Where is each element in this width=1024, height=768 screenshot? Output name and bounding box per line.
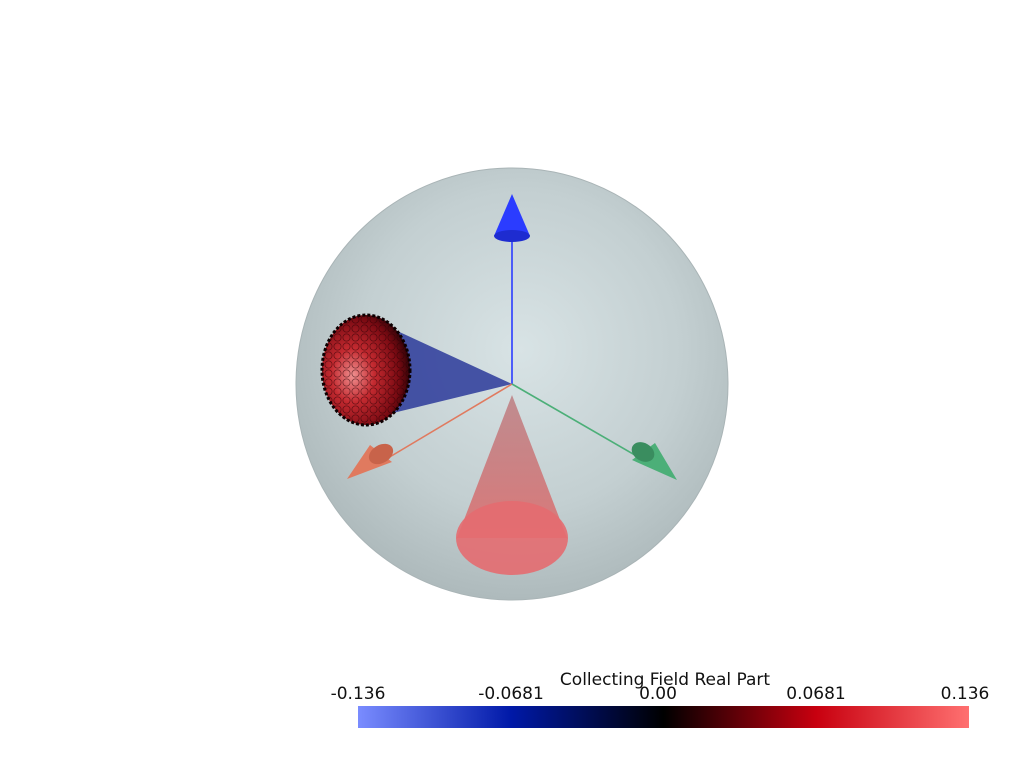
colorbar-tick: 0.0681 [786, 684, 846, 704]
x-axis-arrow-icon [347, 443, 394, 479]
y-axis-line [511, 383, 641, 459]
3d-scene[interactable] [0, 0, 1024, 660]
colorbar-tick: 0.00 [639, 684, 677, 704]
colorbar-tick: -0.136 [330, 684, 386, 704]
colorbar-tick: -0.0681 [478, 684, 544, 704]
colorbar-gradient [358, 706, 969, 728]
y-axis-arrow-icon [631, 442, 677, 480]
illumination-cone [456, 395, 568, 575]
collecting-cone [393, 329, 512, 413]
colorbar: Collecting Field Real Part -0.136 -0.068… [330, 668, 1000, 738]
x-axis-line [387, 383, 513, 459]
colorbar-title: Collecting Field Real Part [559, 670, 771, 690]
z-axis-arrow-icon [494, 194, 530, 242]
detector-patch [320, 313, 412, 427]
colorbar-tick: 0.136 [940, 684, 990, 704]
